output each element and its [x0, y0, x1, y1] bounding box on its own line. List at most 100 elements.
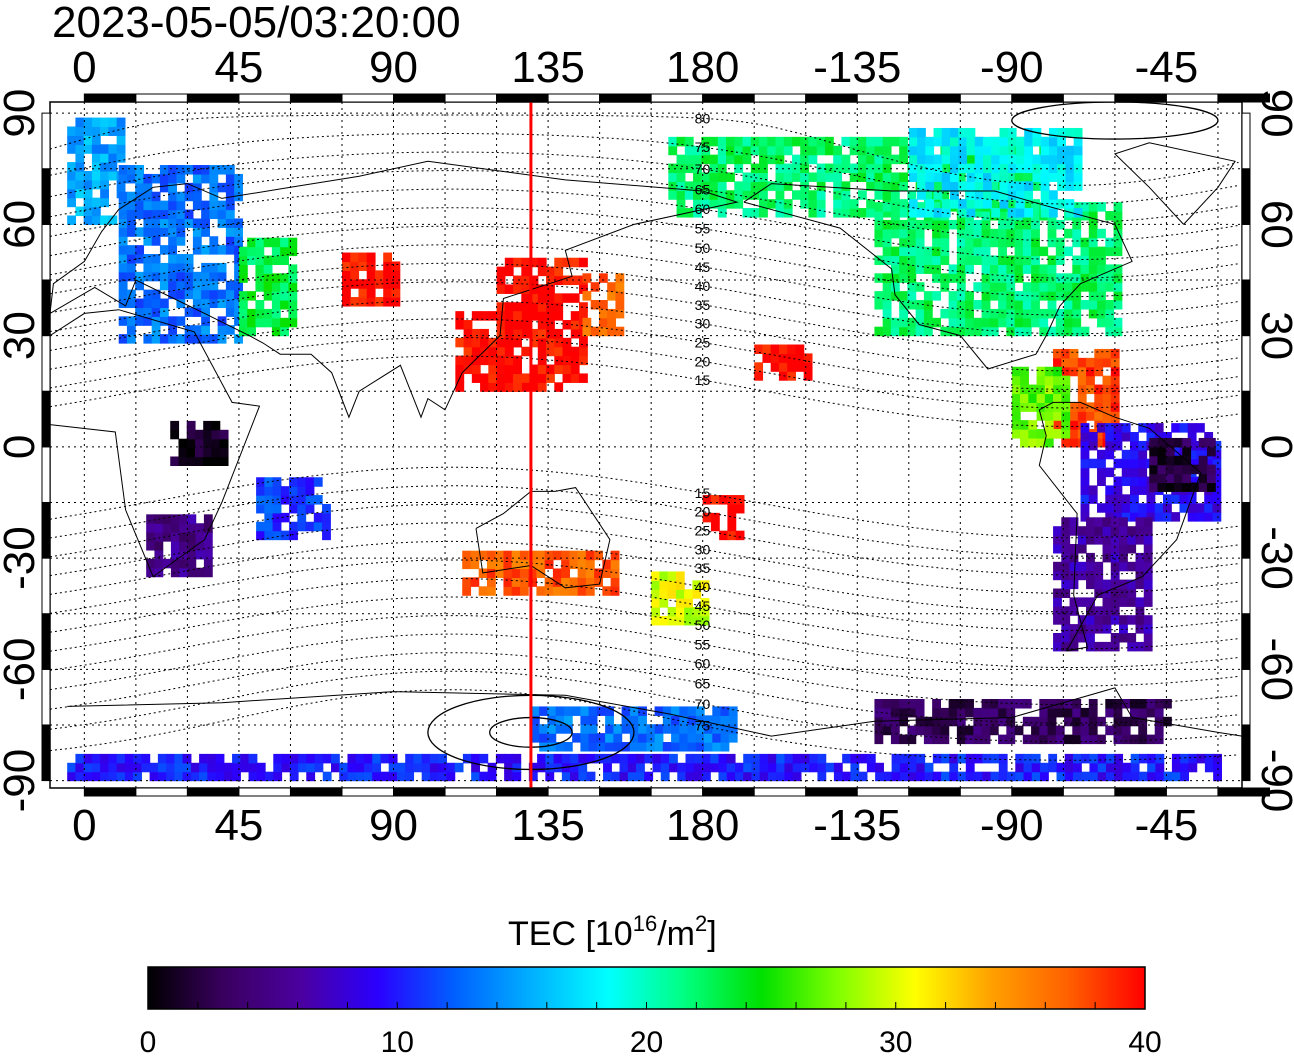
tec-cell [225, 200, 235, 211]
tec-cell [546, 311, 555, 321]
tec-cell [1094, 526, 1104, 536]
tec-cell [792, 762, 802, 773]
tec-cell [1097, 458, 1106, 469]
tec-cell [537, 364, 547, 375]
tec-cell [247, 255, 257, 266]
tec-cell [1204, 512, 1214, 522]
tec-cell [203, 549, 213, 560]
tec-cell [553, 753, 563, 764]
tec-cell [455, 320, 465, 330]
tec-cell [627, 771, 637, 782]
tec-cell [792, 753, 802, 764]
tec-cell [1206, 437, 1216, 448]
tec-cell [1187, 423, 1197, 433]
tec-cell [808, 208, 818, 218]
tec-cell [288, 300, 298, 310]
tec-cell [923, 291, 933, 301]
tec-cell [588, 715, 598, 725]
tec-cell [570, 346, 580, 357]
tec-cell [787, 353, 797, 363]
tec-cell [1015, 190, 1025, 200]
tec-cell [710, 512, 720, 523]
tec-cell [1080, 458, 1090, 469]
tec-cell [1061, 544, 1071, 554]
tec-cell [1057, 136, 1067, 147]
tec-cell [1127, 633, 1137, 643]
tec-cell [915, 237, 925, 248]
tec-cell [940, 237, 950, 248]
tec-cell [775, 154, 785, 165]
lon-border-segment [856, 93, 910, 103]
tec-cell [1055, 273, 1065, 283]
tec-cell [100, 753, 109, 764]
tec-cell [192, 245, 202, 255]
tec-cell [692, 607, 702, 617]
coastline [1038, 401, 1202, 652]
tec-cell [933, 208, 943, 218]
tec-cell [999, 172, 1009, 182]
tec-cell [999, 199, 1009, 209]
tec-cell [151, 254, 161, 264]
tec-cell [1053, 544, 1062, 554]
tec-cell [1113, 282, 1123, 292]
magnetic-latitude-contour [50, 485, 1239, 557]
tec-cell [1171, 512, 1181, 522]
tec-cell [1097, 734, 1106, 745]
tec-cell [388, 753, 398, 764]
tec-cell [1113, 202, 1123, 212]
tec-cell [470, 550, 480, 561]
tec-cell [1047, 291, 1057, 301]
tec-cell [118, 298, 128, 309]
tec-cell [1113, 476, 1123, 487]
tec-cell [662, 706, 672, 716]
tec-cell [1113, 458, 1123, 469]
tec-cell [168, 227, 178, 237]
tec-cell [1130, 476, 1139, 487]
tec-cell [192, 307, 202, 317]
tec-cell [1173, 437, 1183, 448]
tec-cell [990, 771, 1000, 782]
tec-cell [135, 316, 145, 326]
tec-cell [1102, 579, 1112, 590]
tec-cell [899, 291, 909, 301]
tec-cell [1088, 255, 1098, 266]
tec-cell [545, 753, 555, 764]
tec-cell [471, 771, 480, 782]
tec-cell [255, 246, 265, 257]
tec-cell [170, 514, 180, 524]
tec-cell [194, 438, 204, 449]
tec-cell [1069, 561, 1079, 572]
tec-cell [1015, 181, 1025, 191]
tec-cell [297, 512, 307, 523]
tec-cell [1187, 458, 1197, 469]
tec-cell [956, 707, 966, 718]
tec-cell [932, 181, 941, 191]
tec-cell [728, 706, 738, 716]
tec-cell [1088, 699, 1098, 709]
lon-tick-label: -45 [1135, 801, 1199, 850]
tec-cell [817, 771, 827, 782]
tec-cell [982, 172, 992, 182]
tec-cell [201, 173, 210, 184]
tec-cell [950, 136, 959, 147]
lon-border-segment [805, 787, 858, 797]
tec-cell [546, 320, 555, 330]
tec-cell [126, 289, 136, 300]
tec-cell [380, 771, 390, 782]
tec-cell [570, 320, 580, 330]
tec-cell [998, 762, 1008, 773]
tec-cell [1064, 282, 1073, 292]
tec-cell [141, 753, 151, 764]
tec-cell [521, 302, 531, 312]
tec-cell [833, 762, 843, 773]
tec-cell [1182, 446, 1192, 457]
tec-cell [958, 199, 968, 209]
tec-cell [890, 211, 900, 221]
tec-cell [570, 328, 580, 339]
tec-cell [973, 237, 983, 248]
tec-cell [528, 771, 538, 782]
tec-cell [923, 734, 933, 745]
tec-cell [1039, 264, 1049, 274]
tec-cell [176, 298, 186, 309]
tec-cell [998, 219, 1007, 230]
